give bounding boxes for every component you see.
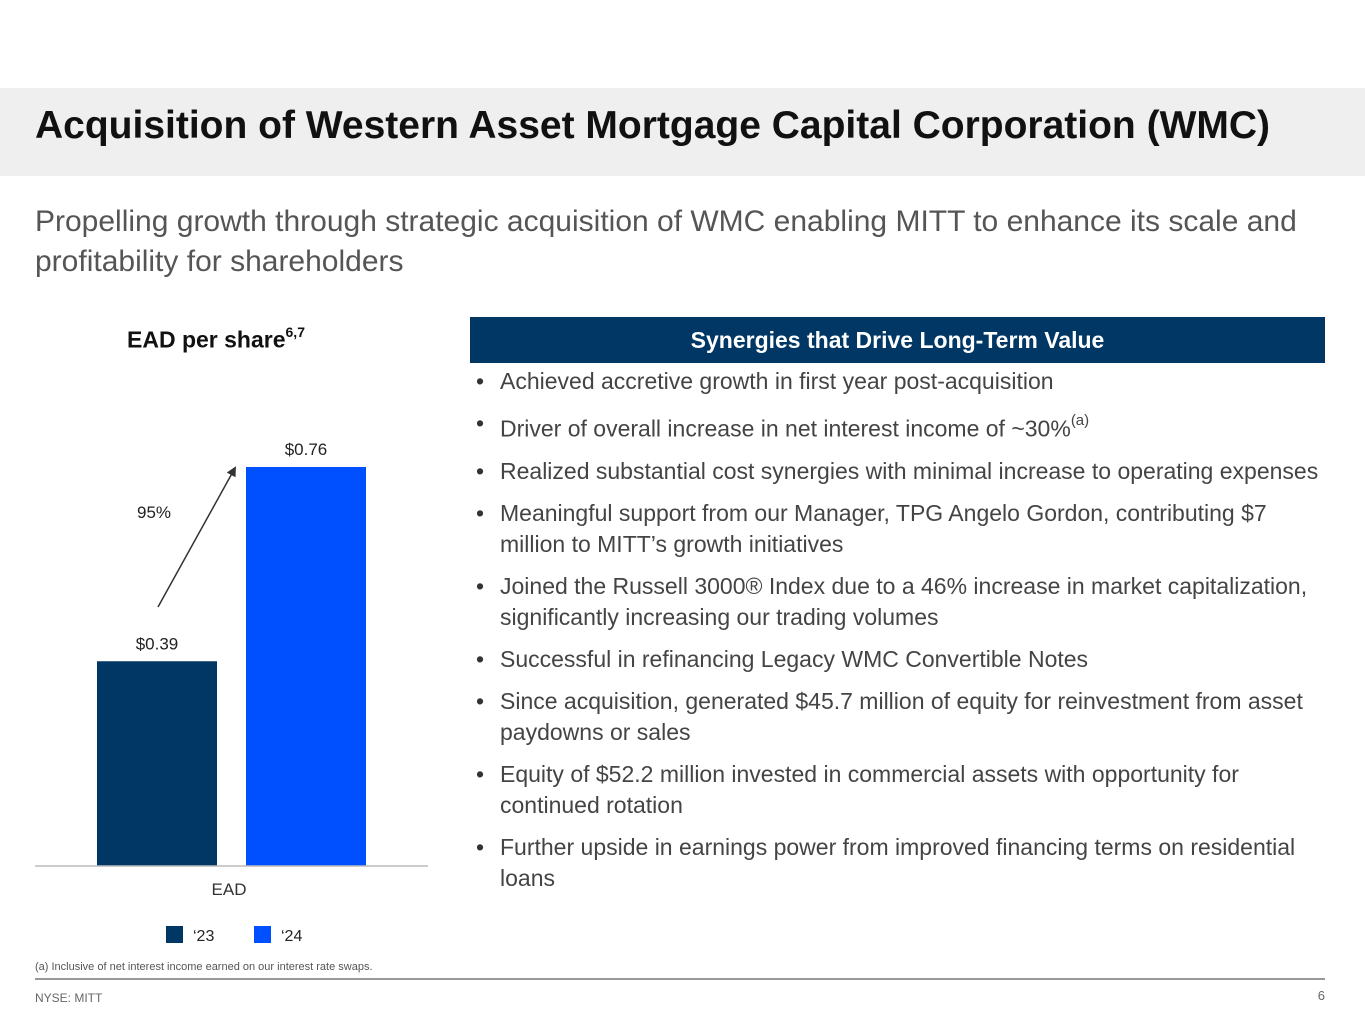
synergies-header: Synergies that Drive Long-Term Value [470, 317, 1325, 363]
legend-label: ‘24 [281, 928, 302, 945]
synergy-text: Driver of overall increase in net intere… [500, 415, 1071, 442]
bullet-dot: • [476, 760, 485, 787]
chart-title: EAD per share6,7 [127, 324, 305, 354]
synergy-bullet: • Further upside in earnings power from i… [476, 832, 1336, 894]
legend-swatch [166, 926, 183, 943]
legend-label: ‘23 [193, 928, 214, 945]
synergy-text: Successful in refinancing Legacy WMC Con… [500, 645, 1089, 672]
bullet-dot: • [476, 499, 485, 526]
page-number: 6 [1317, 988, 1325, 1003]
synergy-bullet: • Realized substantial cost synergies wit… [476, 456, 1336, 487]
bullet-dot: • [476, 833, 485, 860]
bullet-dot: • [476, 645, 485, 672]
bar-value-label: $0.39 [136, 634, 179, 653]
bar-2023 [97, 661, 217, 866]
ead-bar-chart: $0.39 $0.76 EAD 95% ‘23 ‘24 [35, 440, 428, 945]
legend-swatch [254, 926, 271, 943]
chart-legend: ‘23 ‘24 [166, 926, 302, 945]
chart-title-text: EAD per share [127, 326, 286, 353]
chart-title-superscript: 6,7 [285, 324, 305, 340]
synergy-bullet: • Meaningful support from our Manager, TP… [476, 498, 1336, 560]
synergies-list: • Achieved accretive growth in first year… [476, 366, 1336, 905]
x-tick-label: EAD [212, 880, 247, 899]
bullet-dot: • [476, 572, 485, 599]
bullet-dot: • [476, 410, 485, 436]
footnote: (a) Inclusive of net interest income ear… [35, 961, 373, 973]
growth-arrow [157, 466, 236, 608]
bullet-dot: • [476, 457, 485, 484]
synergy-text: Equity of $52.2 million invested in comm… [500, 760, 1239, 818]
bullet-dot: • [476, 368, 485, 394]
synergy-bullet: • Successful in refinancing Legacy WMC Co… [476, 644, 1336, 675]
synergy-bullet: • Driver of overall increase in net inter… [476, 408, 1336, 445]
synergy-text: Since acquisition, generated $45.7 milli… [500, 687, 1303, 745]
page-title: Acquisition of Western Asset Mortgage Ca… [35, 104, 1271, 147]
page-subtitle: Propelling growth through strategic acqu… [35, 205, 1297, 278]
synergy-text: Meaningful support from our Manager, TPG… [500, 499, 1267, 557]
synergy-text: Joined the Russell 3000® Index due to a … [500, 572, 1308, 630]
bullet-dot: • [476, 687, 485, 714]
synergy-bullet: • Achieved accretive growth in first year… [476, 366, 1336, 397]
growth-annotation: 95% [137, 503, 171, 522]
synergy-text: Achieved accretive growth in first year … [500, 368, 1054, 394]
synergy-text: Further upside in earnings power from im… [500, 833, 1296, 891]
ticker: NYSE: MITT [35, 991, 103, 1005]
synergy-bullet: • Since acquisition, generated $45.7 mill… [476, 686, 1336, 748]
synergy-bullet: • Equity of $52.2 million invested in com… [476, 759, 1336, 821]
synergy-text: Realized substantial cost synergies with… [500, 457, 1319, 484]
bar-value-label: $0.76 [285, 440, 328, 459]
title-band [0, 88, 1365, 176]
footer-divider [35, 978, 1325, 980]
bar-2024 [246, 467, 366, 866]
synergy-footnote-ref: (a) [1070, 412, 1090, 429]
synergy-bullet: • Joined the Russell 3000® Index due to a… [476, 571, 1336, 633]
